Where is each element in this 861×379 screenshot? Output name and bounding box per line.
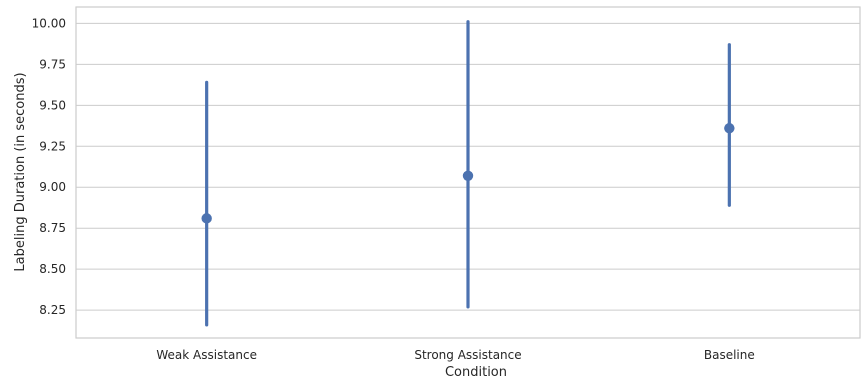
x-tick-label: Strong Assistance xyxy=(414,348,521,362)
y-tick-label: 9.50 xyxy=(39,98,66,112)
x-tick-label: Weak Assistance xyxy=(156,348,257,362)
y-tick-label: 8.75 xyxy=(39,221,66,235)
x-tick-label: Baseline xyxy=(704,348,755,362)
y-tick-label: 8.25 xyxy=(39,303,66,317)
plot-frame xyxy=(75,6,861,339)
y-tick-label: 9.25 xyxy=(39,139,66,153)
y-tick-label: 9.75 xyxy=(39,57,66,71)
y-tick-label: 8.50 xyxy=(39,262,66,276)
y-tick-label: 9.00 xyxy=(39,180,66,194)
x-tick-labels: Weak Assistance Strong Assistance Baseline xyxy=(156,348,754,362)
mean-point xyxy=(201,213,212,224)
mean-point xyxy=(462,170,474,181)
y-tick-label: 10.00 xyxy=(32,16,66,30)
chart-marks xyxy=(201,20,735,327)
y-axis-label: Labeling Duration (in seconds) xyxy=(13,72,28,271)
y-tick-labels: 8.25 8.50 8.75 9.00 9.25 9.50 9.75 10.00 xyxy=(32,16,66,317)
x-axis-label: Condition xyxy=(445,365,507,379)
mean-point xyxy=(724,123,735,134)
